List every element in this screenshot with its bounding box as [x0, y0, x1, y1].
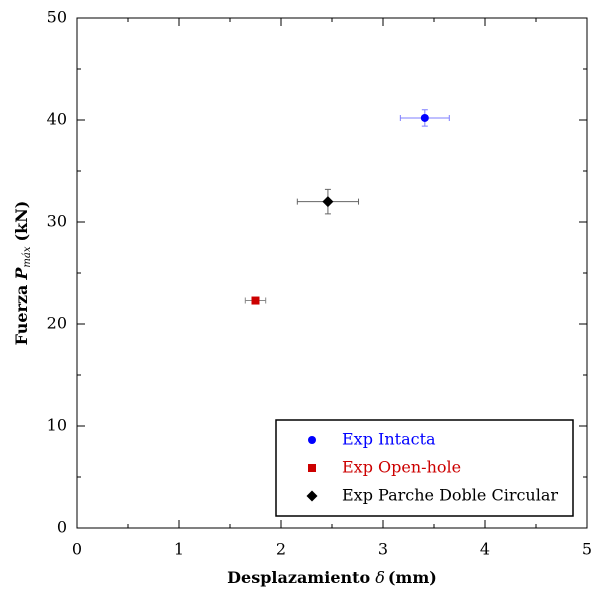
y-tick-label: 40: [47, 110, 67, 129]
y-label-unit: (kN): [12, 201, 31, 242]
y-tick-label: 0: [57, 518, 67, 537]
legend-marker: [308, 464, 316, 472]
y-tick-label: 20: [47, 314, 67, 333]
y-axis-label: Fuerza Pmáx (kN): [12, 201, 33, 346]
legend-label: Exp Intacta: [342, 430, 436, 449]
x-label-text: Desplazamiento: [227, 568, 370, 587]
y-label-symbol: P: [12, 267, 31, 281]
x-label-unit: (mm): [388, 568, 437, 587]
point: [322, 196, 334, 208]
legend-marker: [306, 490, 318, 502]
y-tick-label: 10: [47, 416, 67, 435]
x-tick-label: 0: [72, 540, 82, 559]
x-tick-label: 3: [378, 540, 388, 559]
x-tick-label: 1: [174, 540, 184, 559]
legend-box: [275, 419, 574, 517]
legend-label: Exp Open-hole: [342, 458, 461, 477]
x-tick-label: 2: [276, 540, 286, 559]
point: [420, 113, 429, 122]
y-tick-label: 50: [47, 8, 67, 27]
y-tick-label: 30: [47, 212, 67, 231]
x-tick-label: 5: [582, 540, 592, 559]
legend-marker: [308, 436, 316, 444]
x-tick-label: 4: [480, 540, 490, 559]
y-label-text: Fuerza: [12, 285, 31, 346]
point: [251, 296, 260, 305]
y-label-subscript: máx: [22, 246, 33, 267]
legend-label: Exp Parche Doble Circular: [342, 486, 558, 505]
x-axis-label: Desplazamiento δ (mm): [227, 568, 437, 587]
x-label-symbol: δ: [375, 568, 385, 587]
